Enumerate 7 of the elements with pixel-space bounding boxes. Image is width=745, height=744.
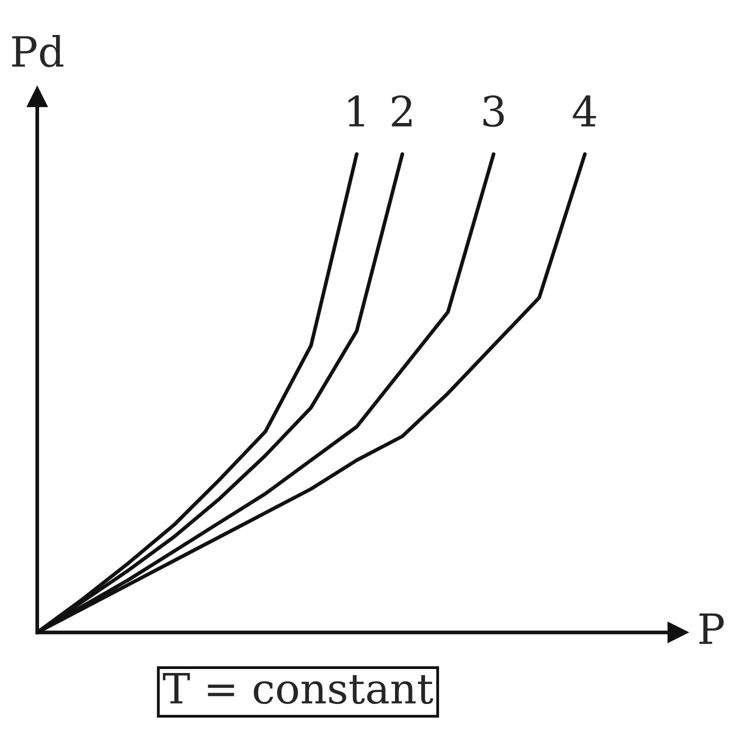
text: T = constant (162, 673, 434, 704)
series-label: 4 (572, 95, 596, 126)
series-label: 2 (392, 95, 412, 126)
x-axis-title: P (699, 614, 724, 644)
y-axis-title: Pd (12, 34, 64, 68)
series-label: 3 (484, 95, 504, 127)
series-label: 1 (348, 95, 364, 126)
